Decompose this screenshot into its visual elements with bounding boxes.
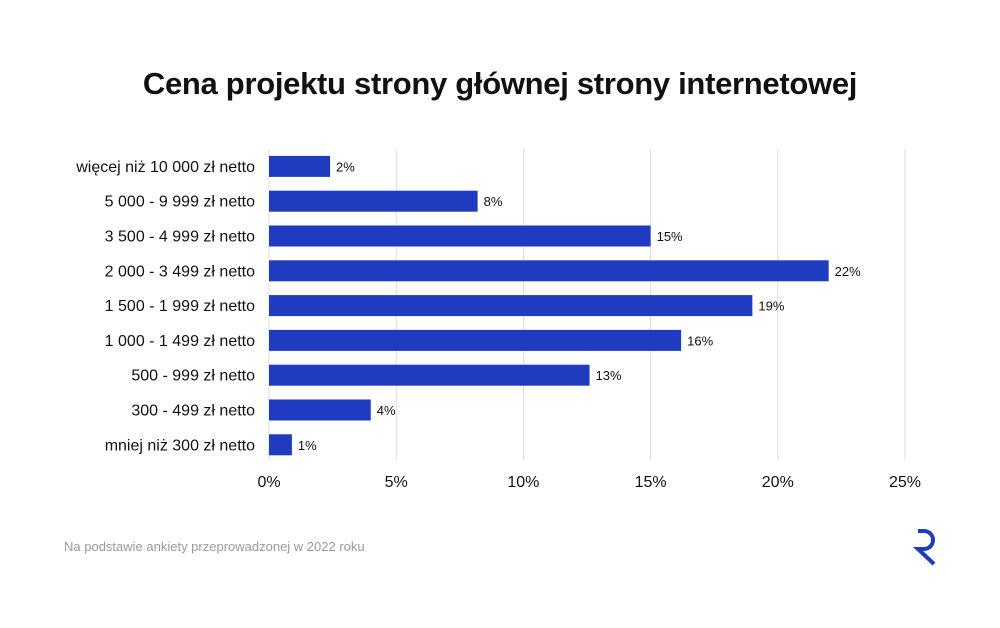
category-label: 1 000 - 1 499 zł netto <box>105 333 255 350</box>
x-tick-label: 20% <box>762 474 794 491</box>
bar <box>269 399 371 421</box>
value-label: 1% <box>298 438 317 453</box>
bars <box>269 155 829 456</box>
bar <box>269 225 651 247</box>
category-label: 500 - 999 zł netto <box>131 368 255 385</box>
category-label: więcej niż 10 000 zł netto <box>75 159 255 176</box>
value-label: 19% <box>758 299 784 314</box>
value-label: 8% <box>484 194 503 209</box>
value-label: 16% <box>687 333 713 348</box>
x-tick-label: 5% <box>385 474 408 491</box>
bar <box>269 364 590 386</box>
chart-title: Cena projektu strony głównej strony inte… <box>142 66 858 101</box>
footnote: Na podstawie ankiety przeprowadzonej w 2… <box>64 539 365 554</box>
x-tick-label: 10% <box>507 474 539 491</box>
bar <box>269 295 753 317</box>
x-tick-label: 25% <box>889 474 921 491</box>
brand-r-logo-icon <box>912 529 936 566</box>
category-label: 2 000 - 3 499 zł netto <box>105 263 255 280</box>
bar <box>269 434 292 456</box>
category-label: 3 500 - 4 999 zł netto <box>105 229 255 246</box>
x-tick-label: 0% <box>257 474 280 491</box>
bar <box>269 190 478 212</box>
category-label: mniej niż 300 zł netto <box>105 437 255 454</box>
value-label: 22% <box>835 264 861 279</box>
category-label: 5 000 - 9 999 zł netto <box>105 194 255 211</box>
bar <box>269 155 331 177</box>
value-label: 2% <box>336 159 355 174</box>
labels: 0% 5% 10% 15% 20% 25% więcej niż 10 000 zł net… <box>75 159 921 491</box>
bar <box>269 260 829 282</box>
value-label: 4% <box>377 403 396 418</box>
value-label: 13% <box>596 368 622 383</box>
x-tick-label: 15% <box>635 474 667 491</box>
category-label: 1 500 - 1 999 zł netto <box>105 298 255 315</box>
value-label: 15% <box>657 229 683 244</box>
bar <box>269 329 682 351</box>
category-label: 300 - 499 zł netto <box>131 403 255 420</box>
